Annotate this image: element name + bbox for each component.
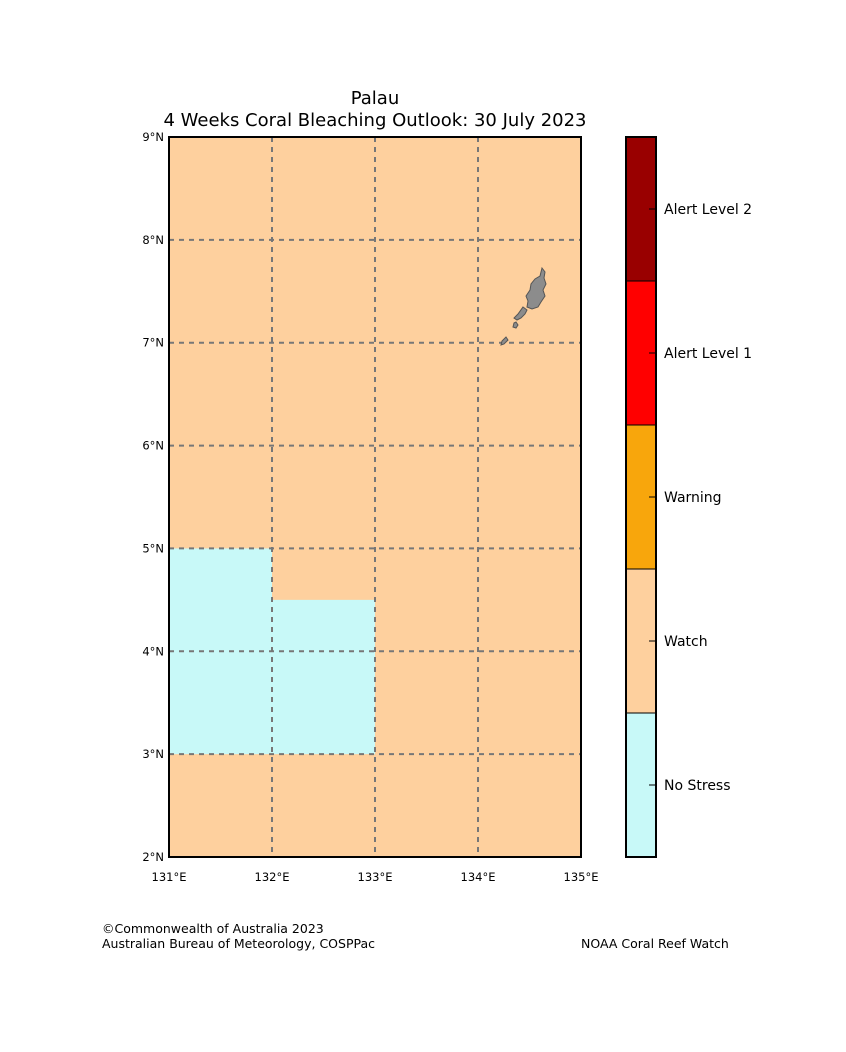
palau-islands — [500, 266, 547, 346]
legend-label: Watch — [664, 634, 708, 650]
koror-rock-islands — [513, 306, 528, 321]
partner-credit: NOAA Coral Reef Watch — [581, 936, 729, 951]
lon-tick-label: 133°E — [358, 870, 393, 884]
map-title: Palau — [350, 88, 400, 109]
legend-label: Alert Level 2 — [664, 202, 752, 218]
angaur-island — [500, 336, 509, 346]
colorbar-legend: Alert Level 2 Alert Level 1 Warning Watch No… — [625, 136, 752, 858]
copyright-text: ©Commonwealth of Australia 2023 — [102, 921, 324, 936]
legend-label: No Stress — [664, 778, 731, 794]
agency-text: Australian Bureau of Meteorology, COSPPa… — [102, 936, 375, 951]
lat-tick-label: 8°N — [142, 233, 164, 247]
lat-tick-label: 7°N — [142, 336, 164, 350]
lon-tick-label: 131°E — [152, 870, 187, 884]
map-frame — [168, 136, 582, 858]
lat-tick-label: 6°N — [142, 439, 164, 453]
lon-tick-label: 134°E — [461, 870, 496, 884]
legend-label: Warning — [664, 490, 722, 506]
map-subtitle: 4 Weeks Coral Bleaching Outlook: 30 July… — [163, 110, 587, 131]
lat-tick-label: 4°N — [142, 644, 164, 658]
axes: 131°E 132°E 133°E 134°E 135°E 2°N 3°N 4°N 5°N 6°N… — [142, 130, 598, 884]
no-stress-cell — [272, 599, 375, 755]
credit-left: ©Commonwealth of Australia 2023 Australi… — [102, 921, 375, 951]
colorbar-frame — [625, 136, 657, 858]
lat-tick-label: 2°N — [142, 850, 164, 864]
lon-tick-label: 132°E — [255, 870, 290, 884]
lat-tick-label: 3°N — [142, 747, 164, 761]
peleliu-island — [512, 321, 519, 329]
legend-label: Alert Level 1 — [664, 346, 752, 362]
lat-tick-label: 5°N — [142, 541, 164, 555]
lat-tick-label: 9°N — [142, 130, 164, 144]
lon-tick-label: 135°E — [564, 870, 599, 884]
graticule — [169, 137, 581, 857]
babeldaob-island — [525, 266, 547, 310]
